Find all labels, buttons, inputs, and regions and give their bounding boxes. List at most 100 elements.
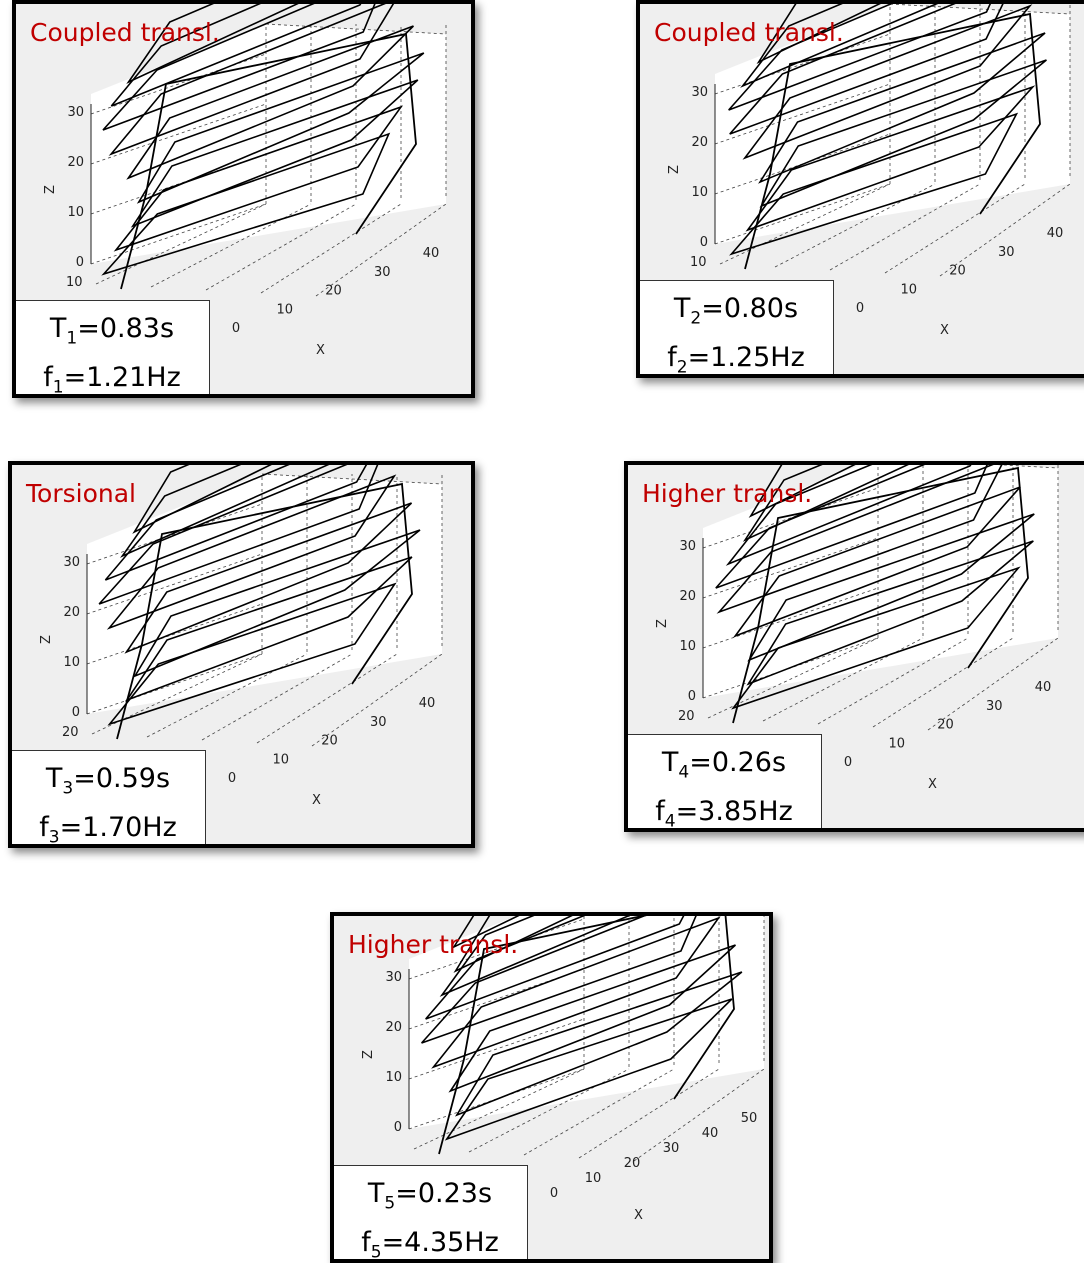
symbol: T	[50, 313, 67, 344]
symbol: T	[46, 763, 63, 794]
panel-title: Torsional	[26, 479, 136, 508]
z-axis-label: Z	[361, 1050, 376, 1059]
mode-label: T5=0.23sf5=4.35Hz	[332, 1165, 528, 1261]
z-tick-label: 10	[63, 655, 80, 670]
symbol: f	[39, 812, 49, 843]
z-tick-label: 10	[679, 639, 696, 654]
z-tick-label: 30	[67, 105, 84, 120]
subscript: 4	[678, 762, 689, 782]
z-tick-label: 20	[691, 135, 708, 150]
x-tick-label: 20	[325, 284, 342, 299]
z-tick-label: 0	[688, 689, 696, 704]
x-tick-label: 0	[228, 771, 236, 786]
value: =0.80s	[701, 293, 798, 324]
y-tick-label: 20	[62, 725, 79, 740]
x-tick-label: 20	[624, 1156, 641, 1171]
z-tick-label: 0	[76, 255, 84, 270]
symbol: f	[655, 796, 665, 827]
x-tick-label: 20	[321, 734, 338, 749]
mode-label: T3=0.59sf3=1.70Hz	[10, 750, 206, 846]
panel-title: Coupled transl.	[30, 18, 220, 47]
symbol: f	[361, 1227, 371, 1258]
mode-label: T4=0.26sf4=3.85Hz	[626, 734, 822, 830]
x-tick-label: 10	[900, 282, 917, 297]
value: =3.85Hz	[676, 796, 793, 827]
z-tick-label: 10	[67, 205, 84, 220]
y-tick-label: 10	[66, 275, 83, 290]
x-tick-label: 0	[232, 321, 240, 336]
panel-title: Higher transl.	[642, 479, 812, 508]
subscript: 3	[62, 778, 73, 798]
frequency-label: f4=3.85Hz	[627, 792, 821, 832]
z-tick-label: 0	[394, 1120, 402, 1135]
subscript: 4	[665, 812, 676, 832]
x-tick-label: 20	[949, 264, 966, 279]
z-tick-label: 30	[691, 85, 708, 100]
z-tick-label: 30	[679, 539, 696, 554]
panel-title: Coupled transl.	[654, 18, 844, 47]
frequency-label: f3=1.70Hz	[11, 808, 205, 848]
x-tick-label: 40	[423, 246, 440, 261]
z-tick-label: 0	[72, 705, 80, 720]
x-tick-label: 30	[663, 1141, 680, 1156]
value: =0.23s	[395, 1178, 492, 1209]
period-label: T5=0.23s	[333, 1174, 527, 1223]
period-label: T2=0.80s	[639, 289, 833, 338]
x-tick-label: 10	[888, 736, 905, 751]
subscript: 2	[677, 358, 688, 378]
value: =1.25Hz	[688, 342, 805, 373]
x-tick-label: 10	[585, 1171, 602, 1186]
value: =1.70Hz	[60, 812, 177, 843]
period-label: T4=0.26s	[627, 743, 821, 792]
z-tick-label: 20	[385, 1020, 402, 1035]
x-tick-label: 10	[276, 302, 293, 317]
z-tick-label: 0	[700, 235, 708, 250]
mode-label: T1=0.83s f1=1.21Hz	[14, 300, 210, 396]
symbol: T	[368, 1178, 385, 1209]
x-tick-label: 40	[702, 1126, 719, 1141]
subscript: 1	[66, 328, 77, 348]
x-tick-label: 0	[844, 755, 852, 770]
subscript: 3	[49, 828, 60, 848]
symbol: f	[667, 342, 677, 373]
symbol: T	[662, 747, 679, 778]
x-axis-label: X	[928, 777, 937, 792]
panel-title: Higher transl.	[348, 930, 518, 959]
value: =0.83s	[77, 313, 174, 344]
z-tick-label: 10	[385, 1070, 402, 1085]
value: =0.26s	[689, 747, 786, 778]
frequency-label: f2=1.25Hz	[639, 338, 833, 378]
symbol: f	[43, 362, 53, 393]
x-tick-label: 30	[370, 715, 387, 730]
z-axis-label: Z	[43, 185, 58, 194]
x-tick-label: 0	[856, 301, 864, 316]
y-tick-label: 10	[690, 255, 707, 270]
symbol: T	[674, 293, 691, 324]
x-tick-label: 0	[550, 1186, 558, 1201]
z-axis-label: Z	[667, 165, 682, 174]
z-tick-label: 20	[679, 589, 696, 604]
subscript: 5	[371, 1243, 382, 1263]
page: 0102030Z10010203040XCoupled transl.T1=0.…	[0, 0, 1084, 1259]
z-tick-label: 30	[63, 555, 80, 570]
z-tick-label: 20	[67, 155, 84, 170]
x-axis-label: X	[940, 323, 949, 338]
subscript: 2	[690, 308, 701, 328]
frequency-label: f1=1.21Hz	[15, 358, 209, 398]
x-tick-label: 40	[1035, 680, 1052, 695]
mode-panel: 0102030Z10010203040XCoupled transl.T2=0.…	[636, 0, 1084, 378]
period-label: T3=0.59s	[11, 759, 205, 808]
z-tick-label: 30	[385, 970, 402, 985]
x-tick-label: 30	[986, 699, 1003, 714]
mode-label: T2=0.80sf2=1.25Hz	[638, 280, 834, 376]
z-tick-label: 10	[691, 185, 708, 200]
x-tick-label: 40	[419, 696, 436, 711]
x-tick-label: 40	[1047, 226, 1064, 241]
x-tick-label: 20	[937, 718, 954, 733]
z-tick-label: 20	[63, 605, 80, 620]
value: =1.21Hz	[64, 362, 181, 393]
y-tick-label: 20	[678, 709, 695, 724]
